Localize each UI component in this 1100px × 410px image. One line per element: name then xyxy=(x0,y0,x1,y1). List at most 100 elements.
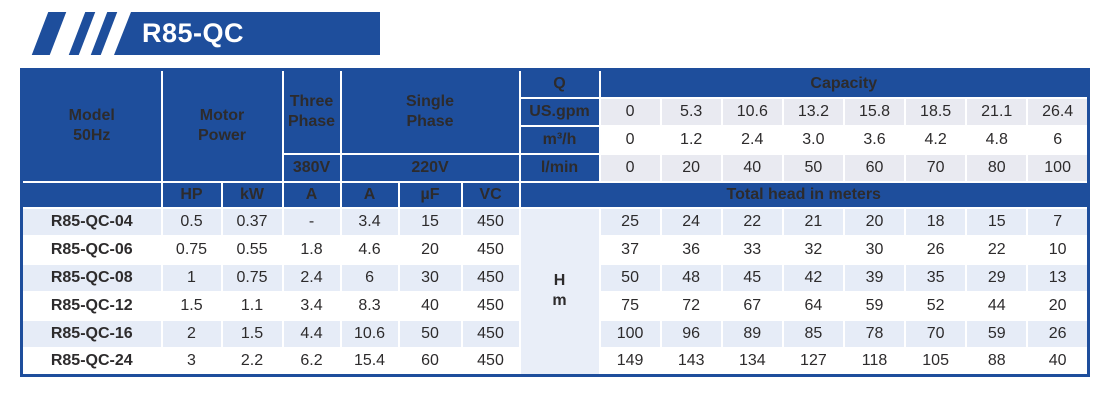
head-cell: 25 xyxy=(598,206,662,237)
spec-cell: 50 xyxy=(397,318,463,349)
three-phase-header-cell: Three Phase xyxy=(281,68,342,155)
head-cell: 33 xyxy=(720,234,784,265)
head-cell: 100 xyxy=(598,318,662,349)
three-phase-line2: Phase xyxy=(287,112,336,130)
capacity-value-cell: 3.0 xyxy=(781,124,845,155)
spec-cell: 1 xyxy=(160,262,223,293)
head-cell: 44 xyxy=(965,290,1029,321)
head-cell: 127 xyxy=(781,346,845,377)
capacity-value-cell: 4.2 xyxy=(904,124,968,155)
head-cell: 37 xyxy=(598,234,662,265)
head-cell: 26 xyxy=(904,234,968,265)
capacity-value-cell: 40 xyxy=(720,152,784,183)
amp-single-phase-unit-cell: A xyxy=(339,180,400,209)
empty-header-cell xyxy=(20,180,163,209)
spec-cell: 0.75 xyxy=(220,262,284,293)
model-header-cell: Model 50Hz xyxy=(20,68,163,183)
three-phase-line1: Three xyxy=(289,92,334,110)
head-cell: 13 xyxy=(1026,262,1090,293)
hp-unit-cell: HP xyxy=(160,180,223,209)
header-row-1: Model 50Hz Motor Power Three Phase Singl… xyxy=(20,68,1090,183)
capacity-value-cell: 5.3 xyxy=(659,96,723,127)
motor-header-line1: Motor xyxy=(199,106,245,124)
spec-cell: 6 xyxy=(339,262,400,293)
model-cell: R85-QC-24 xyxy=(20,346,163,377)
head-cell: 149 xyxy=(598,346,662,377)
spec-cell: 60 xyxy=(397,346,463,377)
capacity-value-cell: 6 xyxy=(1026,124,1090,155)
capacity-value-cell: 21.1 xyxy=(965,96,1029,127)
banner-stripe-decoration xyxy=(68,12,96,55)
head-cell: 134 xyxy=(720,346,784,377)
head-cell: 52 xyxy=(904,290,968,321)
capacity-value-cell: 10.6 xyxy=(720,96,784,127)
q-header-cell: Q xyxy=(518,68,601,99)
table-row: R85-QC-24 3 2.2 6.2 15.4 60 450 149 143 … xyxy=(20,346,1090,377)
single-phase-header-cell: Single Phase xyxy=(339,68,521,155)
capacity-value-cell: 50 xyxy=(781,152,845,183)
capacity-value-cell: 80 xyxy=(965,152,1029,183)
spec-cell: 2.4 xyxy=(281,262,342,293)
capacity-row-m3h: m³/h 0 1.2 2.4 3.0 3.6 4.2 4.8 6 xyxy=(22,124,1090,155)
capacity-value-cell: 1.2 xyxy=(659,124,723,155)
head-cell: 89 xyxy=(720,318,784,349)
head-cell: 105 xyxy=(904,346,968,377)
head-cell: 15 xyxy=(965,206,1029,237)
model-cell: R85-QC-16 xyxy=(20,318,163,349)
head-cell: 24 xyxy=(659,206,723,237)
m3h-label-cell: m³/h xyxy=(518,124,601,155)
head-cell: 20 xyxy=(842,206,907,237)
head-cell: 78 xyxy=(842,318,907,349)
head-cell: 10 xyxy=(1026,234,1090,265)
spec-cell: 450 xyxy=(460,318,521,349)
product-title: R85-QC xyxy=(142,18,245,48)
spec-cell: 450 xyxy=(460,234,521,265)
head-cell: 29 xyxy=(965,262,1029,293)
banner-title-block: R85-QC xyxy=(114,12,380,55)
voltage-220-cell: 220V xyxy=(339,152,521,183)
capacity-row-usgpm: US.gpm 0 5.3 10.6 13.2 15.8 18.5 21.1 26… xyxy=(22,96,1090,127)
capacity-value-cell: 0 xyxy=(598,152,662,183)
spec-cell: 450 xyxy=(460,206,521,237)
head-cell: 59 xyxy=(965,318,1029,349)
head-cell: 50 xyxy=(598,262,662,293)
head-cell: 22 xyxy=(965,234,1029,265)
head-cell: 36 xyxy=(659,234,723,265)
table-row: R85-QC-12 1.5 1.1 3.4 8.3 40 450 75 72 6… xyxy=(20,290,1090,321)
spec-cell: 0.5 xyxy=(160,206,223,237)
spec-cell: 8.3 xyxy=(339,290,400,321)
head-unit-line2: m xyxy=(552,292,567,310)
head-cell: 48 xyxy=(659,262,723,293)
head-cell: 20 xyxy=(1026,290,1090,321)
model-cell: R85-QC-06 xyxy=(20,234,163,265)
head-cell: 75 xyxy=(598,290,662,321)
head-cell: 22 xyxy=(720,206,784,237)
amp-three-phase-unit-cell: A xyxy=(281,180,342,209)
product-banner: R85-QC xyxy=(14,12,384,55)
head-cell: 18 xyxy=(904,206,968,237)
spec-cell: 4.6 xyxy=(339,234,400,265)
spec-cell: 2 xyxy=(160,318,223,349)
table-row: R85-QC-08 1 0.75 2.4 6 30 450 50 48 45 4… xyxy=(20,262,1090,293)
capacity-value-cell: 60 xyxy=(842,152,907,183)
capacity-value-cell: 70 xyxy=(904,152,968,183)
banner-stripe-decoration xyxy=(31,12,67,55)
head-cell: 42 xyxy=(781,262,845,293)
capacity-value-cell: 100 xyxy=(1026,152,1090,183)
single-phase-line1: Single xyxy=(406,92,455,110)
spec-table: Model 50Hz Motor Power Three Phase Singl… xyxy=(20,68,1090,377)
model-cell: R85-QC-04 xyxy=(20,206,163,237)
head-cell: 88 xyxy=(965,346,1029,377)
head-cell: 45 xyxy=(720,262,784,293)
capacity-value-cell: 18.5 xyxy=(904,96,968,127)
head-cell: 21 xyxy=(781,206,845,237)
banner-stripe-decoration xyxy=(90,12,118,55)
total-head-header-cell: Total head in meters xyxy=(518,180,1090,209)
spec-cell: 15 xyxy=(397,206,463,237)
units-header-row: HP kW A A µF VC Total head in meters xyxy=(20,180,1090,209)
spec-cell: 450 xyxy=(460,346,521,377)
capacity-value-cell: 0 xyxy=(598,96,662,127)
head-cell: 26 xyxy=(1026,318,1090,349)
spec-cell: 0.37 xyxy=(220,206,284,237)
spec-cell: 6.2 xyxy=(281,346,342,377)
